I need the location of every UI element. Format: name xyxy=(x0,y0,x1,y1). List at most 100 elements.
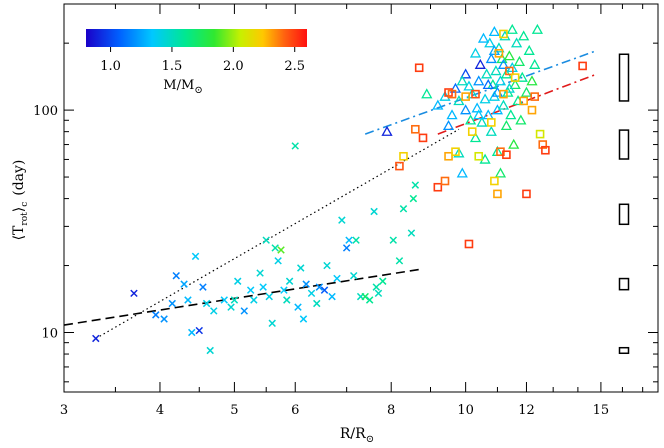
x-axis-label: R/R⊙ xyxy=(340,426,374,444)
dwarf-star-marker xyxy=(184,296,192,304)
error-box xyxy=(618,129,630,160)
clump-star-marker xyxy=(499,89,508,99)
clump-star-marker xyxy=(490,176,499,186)
colorbar-tick-label: 1.0 xyxy=(100,59,121,74)
giant-star-marker xyxy=(531,23,544,34)
giant-star-marker xyxy=(505,109,517,120)
dwarf-star-marker xyxy=(395,257,404,265)
x-tick-label: 15 xyxy=(593,403,610,418)
giant-star-marker xyxy=(479,93,491,104)
giant-star-marker xyxy=(488,25,500,37)
giant-star-marker xyxy=(456,167,468,178)
x-tick-label: 4 xyxy=(156,403,164,418)
clump-star-marker xyxy=(499,29,508,39)
giant-star-marker xyxy=(421,88,433,99)
giant-star-marker xyxy=(518,30,530,41)
giant-star-marker xyxy=(469,132,482,143)
colorbar-label: M/M⊙ xyxy=(163,78,202,96)
axis-ticks xyxy=(63,3,658,392)
giant-star-marker xyxy=(460,104,472,115)
giant-star-marker xyxy=(491,104,504,115)
clump-star-marker xyxy=(461,92,470,101)
giant-star-marker xyxy=(506,23,518,34)
giant-star-marker xyxy=(485,125,497,136)
giant-star-marker xyxy=(453,147,465,158)
giant-star-marker xyxy=(503,50,515,61)
dwarf-star-marker xyxy=(191,252,200,261)
clump-star-marker xyxy=(467,127,477,136)
giant-star-marker xyxy=(497,58,510,69)
dwarf-star-marker xyxy=(92,334,100,343)
giant-star-marker xyxy=(474,58,486,69)
dwarf-star-marker xyxy=(250,296,258,304)
dwarf-star-marker xyxy=(277,246,285,254)
x-tick-label: 8 xyxy=(387,403,395,418)
dwarf-star-marker xyxy=(220,296,228,304)
dwarf-star-marker xyxy=(372,283,381,291)
dwarf-star-marker xyxy=(227,303,235,311)
clump-star-marker xyxy=(414,63,424,73)
giant-star-marker xyxy=(465,114,477,125)
dwarf-star-marker xyxy=(172,271,180,280)
dwarf-star-marker xyxy=(274,257,282,265)
dwarf-star-marker xyxy=(409,194,418,203)
dwarf-star-marker xyxy=(315,283,324,291)
dwarf-star-marker xyxy=(130,289,138,298)
clump-star-marker xyxy=(519,96,528,106)
clump-star-marker xyxy=(535,129,545,139)
dwarf-star-marker xyxy=(188,328,196,337)
dwarf-star-marker xyxy=(407,229,416,237)
dwarf-star-marker xyxy=(280,286,288,294)
dwarf-star-marker xyxy=(374,289,383,298)
giant-star-marker xyxy=(476,116,488,127)
dwarf-star-marker xyxy=(299,315,308,323)
giant-star-marker xyxy=(463,80,475,91)
clump-star-marker xyxy=(399,151,408,161)
data-markers xyxy=(92,23,587,355)
clump-star-marker xyxy=(411,124,420,134)
clump-star-marker xyxy=(510,73,520,82)
dwarf-star-marker xyxy=(333,274,341,283)
giant-star-marker xyxy=(529,58,541,69)
error-box xyxy=(618,277,630,291)
clump-star-marker xyxy=(471,89,480,99)
dwarf-star-marker xyxy=(365,296,374,304)
giant-star-marker xyxy=(523,44,535,55)
clump-star-marker xyxy=(451,147,460,157)
dwarf-star-marker xyxy=(285,277,294,285)
giant-star-marker xyxy=(520,86,533,97)
x-tick-label: 6 xyxy=(291,403,299,418)
dwarf-star-marker xyxy=(168,299,176,308)
dwarf-star-marker xyxy=(379,277,387,285)
clump-star-marker xyxy=(440,176,450,186)
x-tick-label: 3 xyxy=(60,403,68,418)
y-axis-label: ⟨Trot⟩c(day) xyxy=(11,160,30,241)
clump-star-marker xyxy=(447,89,457,99)
error-box xyxy=(618,203,630,226)
dwarf-fit-line xyxy=(63,268,420,326)
colorbar-tick-label: 2.0 xyxy=(223,59,244,74)
clump-star-marker xyxy=(444,151,453,161)
dwarf-star-marker xyxy=(349,271,358,280)
dwarf-star-marker xyxy=(297,264,305,272)
clump-star-marker xyxy=(541,145,550,155)
dwarf-star-marker xyxy=(361,292,369,301)
colorbar-tick-label: 1.5 xyxy=(162,59,183,74)
giant-star-marker xyxy=(490,65,502,76)
dwarf-star-marker xyxy=(210,307,218,315)
giant-star-marker xyxy=(473,109,485,120)
dwarf-star-marker xyxy=(313,299,321,308)
error-boxes xyxy=(618,53,630,355)
giant-star-marker xyxy=(493,42,505,53)
giant-star-marker xyxy=(477,32,490,43)
dwarf-star-marker xyxy=(206,346,214,355)
clump-star-marker xyxy=(522,189,531,199)
dwarf-star-marker xyxy=(345,236,353,244)
x-tick-label: 12 xyxy=(518,403,535,418)
dwarf-star-marker xyxy=(370,207,378,216)
giant-star-marker xyxy=(516,71,528,82)
clump-star-marker xyxy=(433,182,443,192)
clump-star-marker xyxy=(527,105,537,115)
dwarf-star-marker xyxy=(240,307,249,315)
